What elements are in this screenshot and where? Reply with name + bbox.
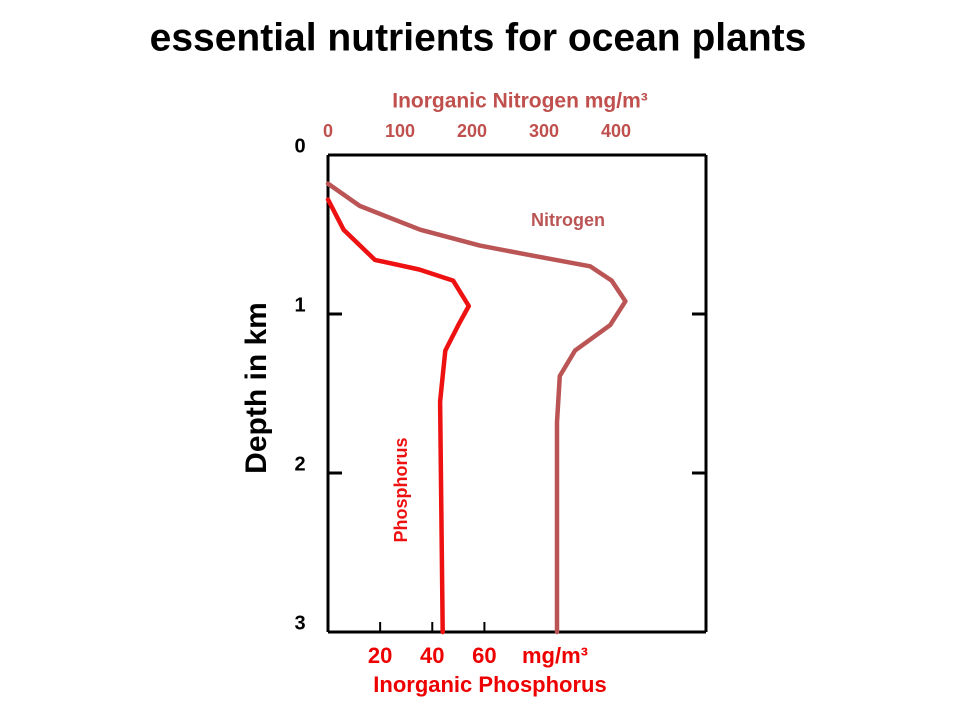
series-line xyxy=(325,181,628,635)
x-tick-label: 400 xyxy=(601,121,631,141)
y-tick-label: 0 xyxy=(294,135,305,157)
chart-title: essential nutrients for ocean plants xyxy=(150,16,807,59)
x2-axis-label: Inorganic Phosphorus xyxy=(373,672,606,697)
y-tick-label: 2 xyxy=(294,453,305,475)
x2-unit: mg/m³ xyxy=(522,643,588,668)
x2-tick-label: 40 xyxy=(420,643,444,668)
y-tick-label: 1 xyxy=(294,294,305,316)
x-tick-label: 200 xyxy=(457,121,487,141)
x2-tick-label: 60 xyxy=(472,643,496,668)
y-tick-label: 3 xyxy=(294,612,305,634)
series-line xyxy=(325,197,472,635)
series-annotation: Phosphorus xyxy=(391,437,411,542)
plot-frame xyxy=(326,153,708,634)
x-tick-label: 100 xyxy=(385,121,415,141)
x-tick-label: 300 xyxy=(529,121,559,141)
x-tick-label: 0 xyxy=(323,121,333,141)
y-axis-label: Depth in km xyxy=(240,302,273,474)
x-axis-label: Inorganic Nitrogen mg/m³ xyxy=(392,90,648,113)
x2-tick-label: 20 xyxy=(368,643,392,668)
series-annotation: Nitrogen xyxy=(531,210,605,230)
